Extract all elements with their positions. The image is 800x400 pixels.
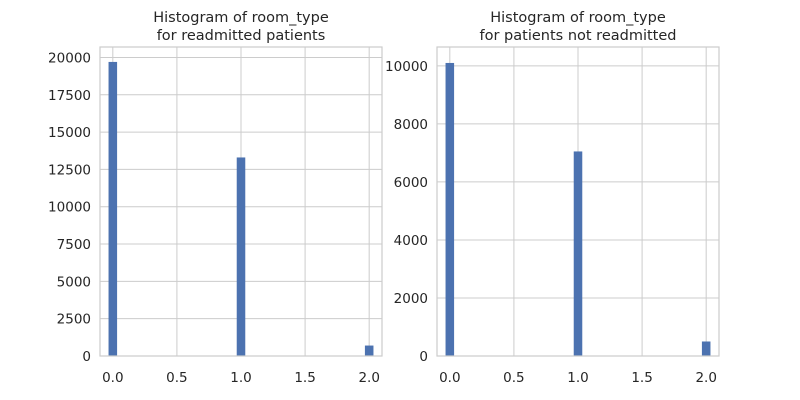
histogram-bar <box>445 62 455 357</box>
subplot-readmitted: 0 2500 5000 7500 10000 12500 15000 17500 20000 0… <box>48 10 383 386</box>
x-tick-label: 1.5 <box>294 370 315 386</box>
bars <box>445 62 711 357</box>
axes-frame <box>436 46 720 357</box>
y-tick-label: 20000 <box>48 50 91 66</box>
y-tick-label: 17500 <box>48 88 91 104</box>
subplot-not-readmitted: 0 2000 4000 6000 8000 10000 0.0 0.5 1.0 1.5 2.0 H… <box>385 10 720 386</box>
y-tick-label: 12500 <box>48 162 91 178</box>
y-tick-labels: 0 2000 4000 6000 8000 10000 <box>385 59 428 365</box>
x-tick-label: 2.0 <box>695 370 716 386</box>
y-tick-label: 10000 <box>385 59 428 75</box>
y-tick-label: 2000 <box>394 291 428 307</box>
chart-title-line-2: for readmitted patients <box>157 28 326 44</box>
histogram-bar <box>236 157 246 356</box>
chart-title-line-1: Histogram of room_type <box>153 10 329 26</box>
x-tick-labels: 0.0 0.5 1.0 1.5 2.0 <box>439 370 717 386</box>
x-tick-label: 2.0 <box>358 370 379 386</box>
x-tick-label: 1.5 <box>631 370 652 386</box>
y-tick-label: 0 <box>419 349 428 365</box>
y-tick-label: 6000 <box>394 175 428 191</box>
chart-title-line-2: for patients not readmitted <box>480 28 677 44</box>
histogram-bar <box>108 61 118 356</box>
y-tick-label: 8000 <box>394 117 428 133</box>
x-tick-label: 0.0 <box>102 370 123 386</box>
y-tick-label: 15000 <box>48 125 91 141</box>
bars <box>108 61 374 356</box>
y-tick-label: 10000 <box>48 200 91 216</box>
y-tick-label: 2500 <box>57 312 91 328</box>
x-tick-label: 0.5 <box>503 370 524 386</box>
y-tick-label: 4000 <box>394 233 428 249</box>
x-tick-label: 0.0 <box>439 370 460 386</box>
x-tick-label: 0.5 <box>166 370 187 386</box>
y-tick-labels: 0 2500 5000 7500 10000 12500 15000 17500 20000 <box>48 50 91 365</box>
axes-frame <box>99 46 383 357</box>
x-tick-label: 1.0 <box>230 370 251 386</box>
histogram-bar <box>701 341 711 356</box>
y-tick-label: 0 <box>82 349 91 365</box>
chart-title-line-1: Histogram of room_type <box>490 10 666 26</box>
histogram-bar <box>364 345 374 356</box>
histogram-bar <box>573 151 583 356</box>
y-tick-label: 5000 <box>57 274 91 290</box>
y-tick-label: 7500 <box>57 237 91 253</box>
x-tick-labels: 0.0 0.5 1.0 1.5 2.0 <box>102 370 380 386</box>
x-tick-label: 1.0 <box>567 370 588 386</box>
